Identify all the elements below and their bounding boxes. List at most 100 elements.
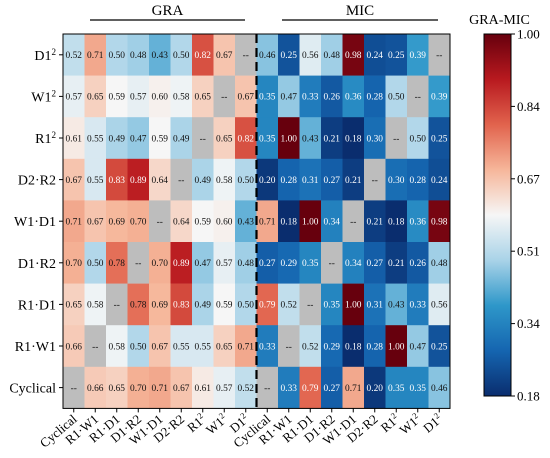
heatmap-cell bbox=[106, 242, 128, 284]
heatmap-cell bbox=[342, 366, 365, 409]
heatmap-cell bbox=[63, 200, 85, 243]
heatmap-cell bbox=[428, 75, 451, 118]
heatmap-cell bbox=[170, 200, 193, 243]
heatmap-cell bbox=[149, 75, 171, 118]
cell-value-label: -- bbox=[329, 259, 335, 269]
cell-value-label: 0.71 bbox=[152, 384, 169, 394]
cell-value-label: 0.57 bbox=[66, 93, 83, 103]
heatmap-cell bbox=[192, 75, 214, 118]
heatmap-cell bbox=[278, 325, 300, 368]
cell-value-label: 0.20 bbox=[367, 384, 384, 394]
cell-value-label: 0.34 bbox=[324, 218, 341, 228]
cell-value-label: 0.98 bbox=[431, 218, 448, 228]
cell-value-label: 0.50 bbox=[87, 259, 104, 269]
cell-value-label: 0.49 bbox=[173, 134, 190, 144]
cell-value-label: 0.67 bbox=[238, 93, 255, 103]
cell-value-label: 0.48 bbox=[130, 51, 147, 61]
heatmap-cell bbox=[299, 158, 322, 201]
heatmap-cell bbox=[364, 75, 386, 118]
cell-value-label: 0.26 bbox=[410, 259, 427, 269]
cell-value-label: 1.00 bbox=[345, 301, 362, 311]
cell-value-label: -- bbox=[415, 93, 421, 103]
cell-value-label: 0.61 bbox=[66, 134, 83, 144]
heatmap-cell bbox=[342, 325, 365, 368]
row-label: D12 bbox=[34, 47, 56, 64]
cell-value-label: 0.58 bbox=[109, 342, 126, 352]
heatmap-cell bbox=[84, 325, 107, 368]
cell-value-label: 0.18 bbox=[388, 218, 405, 228]
heatmap-cell bbox=[63, 158, 85, 201]
cell-value-label: -- bbox=[436, 51, 442, 61]
cell-value-label: 0.57 bbox=[130, 93, 147, 103]
cell-value-label: 0.35 bbox=[259, 93, 276, 103]
heatmap-cell bbox=[84, 283, 107, 326]
heatmap-cell bbox=[385, 366, 408, 409]
heatmap-cell bbox=[299, 242, 322, 284]
heatmap-cell bbox=[127, 325, 150, 368]
heatmap-cell bbox=[364, 200, 386, 243]
heatmap-cell bbox=[321, 283, 343, 326]
heatmap-cell bbox=[170, 242, 193, 284]
colorbar-tick-label: 0.51 bbox=[517, 244, 540, 259]
heatmap-cell bbox=[278, 158, 300, 201]
heatmap-cell bbox=[84, 366, 107, 409]
cell-value-label: 0.21 bbox=[324, 134, 341, 144]
cell-value-label: 0.33 bbox=[259, 342, 276, 352]
heatmap-cell bbox=[63, 75, 85, 118]
heatmap-cell bbox=[256, 117, 279, 160]
heatmap-cell bbox=[407, 200, 429, 243]
cell-value-label: 0.36 bbox=[345, 93, 362, 103]
heatmap-cell bbox=[428, 158, 451, 201]
heatmap-cell bbox=[213, 158, 236, 201]
cell-value-label: 0.35 bbox=[302, 259, 319, 269]
cell-value-label: 0.28 bbox=[281, 176, 298, 186]
cell-value-label: 0.55 bbox=[87, 176, 104, 186]
cell-value-label: 0.52 bbox=[66, 51, 83, 61]
cell-value-label: 1.00 bbox=[388, 342, 405, 352]
cell-value-label: 0.79 bbox=[302, 384, 319, 394]
colorbar-tick-label: 0.18 bbox=[517, 389, 540, 404]
heatmap-cell bbox=[385, 242, 408, 284]
group-label-gra: GRA bbox=[152, 3, 184, 19]
cell-value-label: 0.21 bbox=[388, 259, 405, 269]
cell-value-label: 0.82 bbox=[195, 51, 212, 61]
cell-value-label: 0.46 bbox=[259, 51, 276, 61]
cell-value-label: 0.66 bbox=[87, 384, 104, 394]
heatmap-cell bbox=[84, 34, 107, 76]
cell-value-label: -- bbox=[221, 93, 227, 103]
heatmap-cell bbox=[385, 325, 408, 368]
cell-value-label: 0.48 bbox=[431, 259, 448, 269]
group-label-mic: MIC bbox=[346, 3, 374, 19]
cell-value-label: 0.24 bbox=[431, 176, 448, 186]
heatmap-cell bbox=[364, 34, 386, 76]
cell-value-label: 0.49 bbox=[109, 134, 126, 144]
cell-value-label: -- bbox=[200, 134, 206, 144]
row-label: D1·R2 bbox=[18, 257, 56, 272]
cell-value-label: 0.65 bbox=[216, 342, 233, 352]
cell-value-label: 0.78 bbox=[109, 259, 126, 269]
cell-value-label: 0.26 bbox=[324, 93, 341, 103]
heatmap-cell bbox=[428, 366, 451, 409]
heatmap-cell bbox=[149, 325, 171, 368]
cell-value-label: 0.43 bbox=[152, 51, 169, 61]
heatmap-cell bbox=[256, 242, 279, 284]
heatmap-cell bbox=[407, 75, 429, 118]
heatmap-cell bbox=[428, 325, 451, 368]
cell-value-label: 1.00 bbox=[281, 134, 298, 144]
cell-value-label: 0.65 bbox=[109, 384, 126, 394]
heatmap-cell bbox=[213, 117, 236, 160]
heatmap-cell bbox=[127, 158, 150, 201]
heatmap-cell bbox=[364, 366, 386, 409]
heatmap-cell bbox=[84, 242, 107, 284]
heatmap-cell bbox=[235, 325, 257, 368]
cell-value-label: -- bbox=[286, 342, 292, 352]
heatmap-cell bbox=[127, 200, 150, 243]
cell-value-label: 0.65 bbox=[87, 93, 104, 103]
cell-value-label: 0.48 bbox=[238, 259, 255, 269]
cell-value-label: 0.29 bbox=[324, 342, 341, 352]
heatmap-cell bbox=[106, 75, 128, 118]
column-label: R12 bbox=[377, 410, 402, 435]
cell-value-label: 0.56 bbox=[302, 51, 319, 61]
cell-value-label: 0.55 bbox=[195, 342, 212, 352]
heatmap-cell bbox=[278, 242, 300, 284]
